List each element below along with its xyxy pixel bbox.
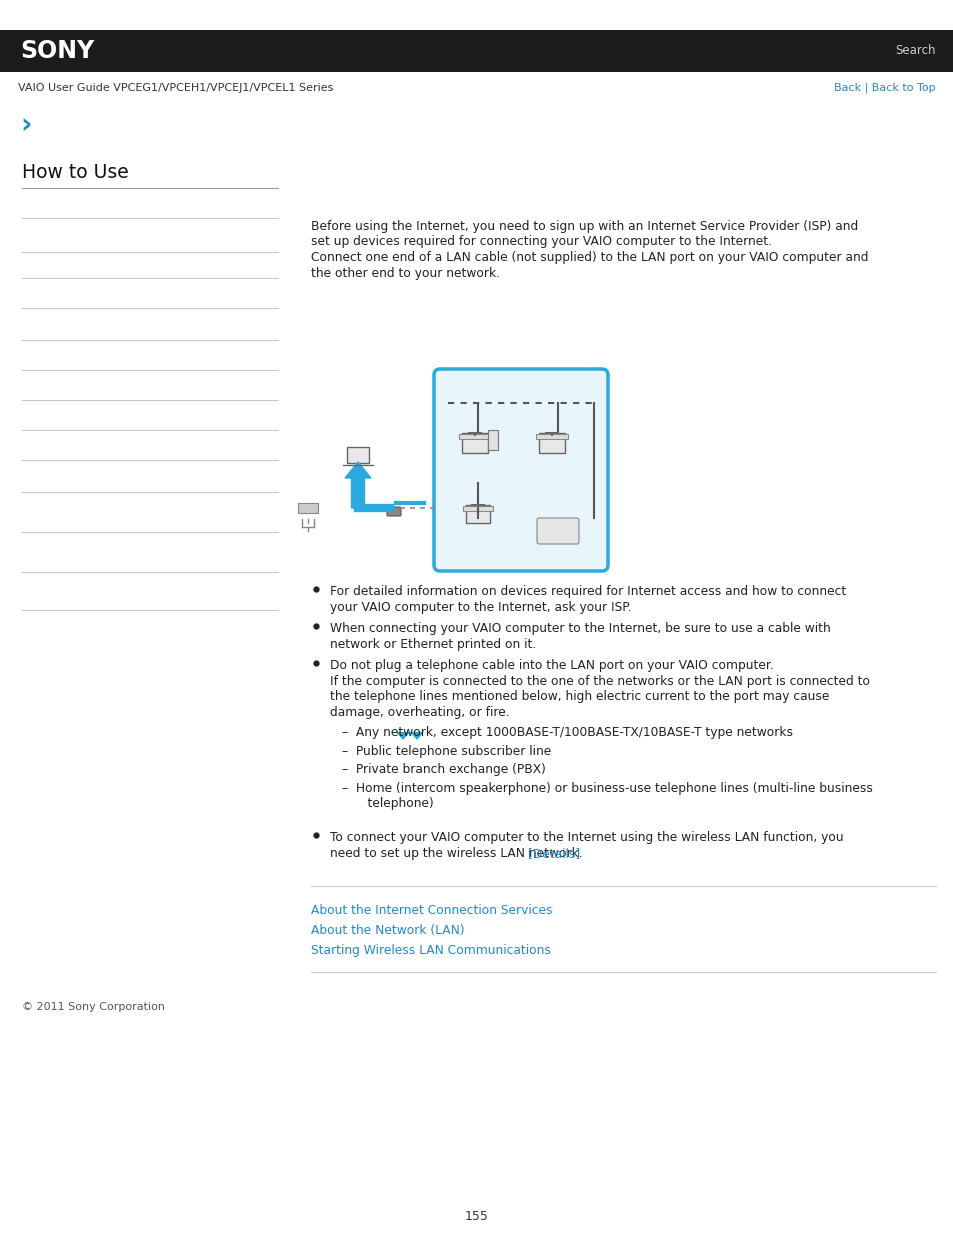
Text: the telephone lines mentioned below, high electric current to the port may cause: the telephone lines mentioned below, hig… [330, 690, 828, 704]
Text: set up devices required for connecting your VAIO computer to the Internet.: set up devices required for connecting y… [311, 236, 771, 248]
Text: the other end to your network.: the other end to your network. [311, 267, 499, 279]
Text: For detailed information on devices required for Internet access and how to conn: For detailed information on devices requ… [330, 585, 845, 598]
Text: Search: Search [895, 44, 935, 58]
Text: About the Internet Connection Services: About the Internet Connection Services [311, 904, 552, 916]
FancyBboxPatch shape [537, 517, 578, 543]
Bar [538, 433, 564, 453]
FancyBboxPatch shape [387, 508, 400, 516]
Polygon shape [410, 732, 423, 740]
Text: About the Network (LAN): About the Network (LAN) [311, 924, 464, 937]
Text: Connect one end of a LAN cable (not supplied) to the LAN port on your VAIO compu: Connect one end of a LAN cable (not supp… [311, 251, 867, 264]
Text: 155: 155 [464, 1210, 489, 1223]
Text: VAIO User Guide VPCEG1/VPCEH1/VPCEJ1/VPCEL1 Series: VAIO User Guide VPCEG1/VPCEH1/VPCEJ1/VPC… [18, 83, 333, 93]
Text: When connecting your VAIO computer to the Internet, be sure to use a cable with: When connecting your VAIO computer to th… [330, 622, 830, 635]
Bar [536, 433, 567, 438]
Bar [462, 506, 493, 511]
Text: network or Ethernet printed on it.: network or Ethernet printed on it. [330, 637, 536, 651]
Text: If the computer is connected to the one of the networks or the LAN port is conne: If the computer is connected to the one … [330, 674, 869, 688]
Text: –  Public telephone subscriber line: – Public telephone subscriber line [341, 745, 551, 757]
Text: –  Private branch exchange (PBX): – Private branch exchange (PBX) [341, 763, 545, 777]
Text: Before using the Internet, you need to sign up with an Internet Service Provider: Before using the Internet, you need to s… [311, 220, 858, 233]
FancyBboxPatch shape [434, 369, 607, 571]
Bar [347, 447, 369, 463]
Text: © 2011 Sony Corporation: © 2011 Sony Corporation [22, 1002, 165, 1013]
Text: –  Any network, except 1000BASE-T/100BASE-TX/10BASE-T type networks: – Any network, except 1000BASE-T/100BASE… [341, 726, 792, 739]
Text: Starting Wireless LAN Communications: Starting Wireless LAN Communications [311, 944, 550, 957]
Text: Do not plug a telephone cable into the LAN port on your VAIO computer.: Do not plug a telephone cable into the L… [330, 659, 773, 672]
Text: damage, overheating, or fire.: damage, overheating, or fire. [330, 706, 509, 719]
Text: –  Home (intercom speakerphone) or business-use telephone lines (multi-line busi: – Home (intercom speakerphone) or busine… [341, 782, 872, 795]
Bar [461, 433, 488, 453]
Bar [465, 505, 490, 522]
Polygon shape [395, 732, 410, 740]
Bar [297, 503, 317, 513]
FancyArrow shape [345, 462, 371, 508]
Text: How to Use: How to Use [22, 163, 129, 182]
Text: your VAIO computer to the Internet, ask your ISP.: your VAIO computer to the Internet, ask … [330, 600, 631, 614]
Text: telephone): telephone) [352, 798, 434, 810]
Bar [488, 430, 497, 450]
Text: To connect your VAIO computer to the Internet using the wireless LAN function, y: To connect your VAIO computer to the Int… [330, 831, 842, 845]
Bar [458, 433, 491, 438]
Text: ›: › [20, 111, 31, 140]
Bar [0, 30, 953, 72]
Text: SONY: SONY [20, 40, 94, 63]
Text: [Details]: [Details] [527, 847, 579, 860]
Text: need to set up the wireless LAN network.: need to set up the wireless LAN network. [330, 847, 586, 860]
Text: Back | Back to Top: Back | Back to Top [834, 83, 935, 94]
